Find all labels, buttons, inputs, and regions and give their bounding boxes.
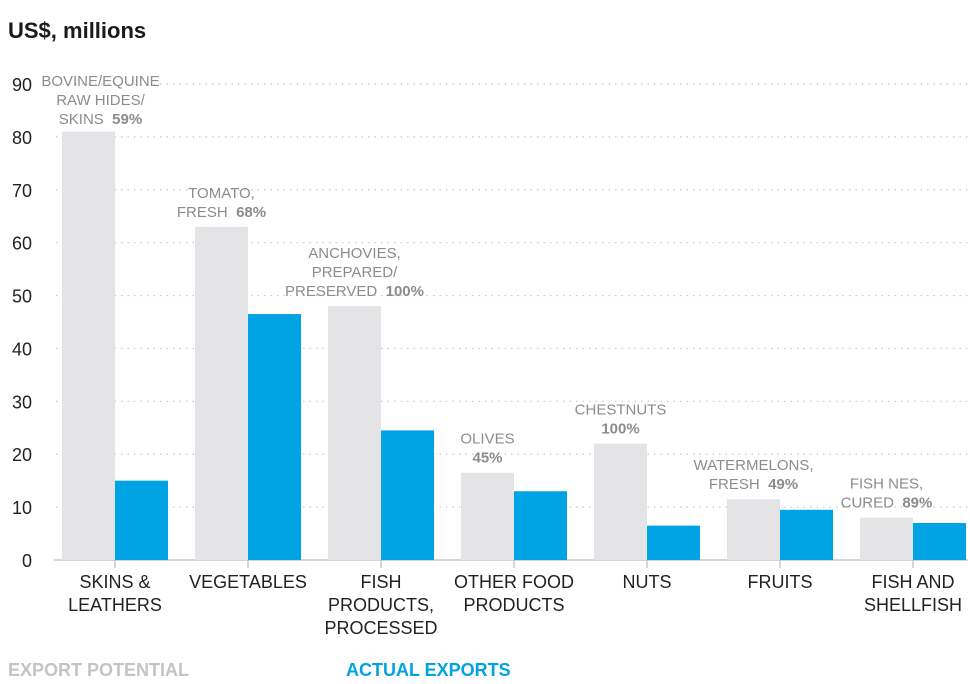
y-tick-label: 40: [12, 339, 32, 359]
bar-export-potential: [860, 517, 913, 560]
bar-actual-exports: [780, 509, 833, 560]
bars: [62, 131, 966, 561]
y-tick-label: 20: [12, 445, 32, 465]
annotation-label: TOMATO, FRESH 68%: [177, 185, 266, 221]
x-axis-categories: SKINS & LEATHERS VEGETABLES FISH PRODUCTS, PR…: [68, 560, 962, 638]
legend: EXPORT POTENTIAL ACTUAL EXPORTS: [8, 660, 511, 680]
legend-actual-exports: ACTUAL EXPORTS: [346, 660, 511, 680]
category-label: FISH PRODUCTS, PROCESSED: [324, 572, 437, 638]
annotation-percentage: 100%: [386, 283, 424, 300]
bar-export-potential: [727, 499, 780, 560]
category-label: NUTS: [623, 572, 672, 592]
bar-actual-exports: [647, 525, 700, 560]
y-axis-ticks: 0 10 20 30 40 50 60 70 80 90: [12, 75, 32, 571]
y-tick-label: 50: [12, 287, 32, 307]
annotation-label: BOVINE/EQUINE RAW HIDES/SKINS 59%: [41, 73, 159, 128]
annotation-percentage: 45%: [472, 450, 502, 467]
bar-actual-exports: [115, 480, 168, 560]
y-tick-label: 90: [12, 75, 32, 95]
bar-actual-exports: [913, 522, 966, 560]
annotation-percentage: 100%: [601, 421, 639, 438]
bar-export-potential: [594, 443, 647, 560]
category-label: SKINS & LEATHERS: [68, 572, 162, 615]
bar-actual-exports: [514, 491, 567, 560]
bar-export-potential: [328, 306, 381, 560]
bar-export-potential: [62, 131, 115, 560]
bar-export-potential: [195, 226, 248, 561]
bar-actual-exports: [381, 430, 434, 560]
annotations: BOVINE/EQUINE RAW HIDES/SKINS 59% TOMATO, F…: [41, 73, 932, 512]
bar-export-potential: [461, 472, 514, 560]
category-label: VEGETABLES: [189, 572, 307, 592]
category-label: FISH AND SHELLFISH: [864, 572, 962, 615]
annotation-percentage: 89%: [902, 495, 932, 512]
y-tick-label: 10: [12, 498, 32, 518]
annotation-percentage: 59%: [112, 111, 142, 128]
y-tick-label: 70: [12, 181, 32, 201]
y-tick-label: 0: [22, 551, 32, 571]
y-tick-label: 80: [12, 128, 32, 148]
category-label: FRUITS: [748, 572, 813, 592]
unit-label: US$, millions: [8, 18, 146, 43]
annotation-label: ANCHOVIES, PREPARED/PRESERVED 100%: [285, 245, 424, 300]
y-tick-label: 60: [12, 234, 32, 254]
legend-export-potential: EXPORT POTENTIAL: [8, 660, 189, 680]
bar-actual-exports: [248, 314, 301, 560]
annotation-label: OLIVES: [460, 431, 514, 448]
category-label: OTHER FOOD PRODUCTS: [454, 572, 574, 615]
annotation-label: FISH NES, CURED 89%: [841, 476, 933, 512]
annotation-label: WATERMELONS, FRESH 49%: [693, 457, 813, 493]
y-tick-label: 30: [12, 392, 32, 412]
annotation-percentage: 49%: [768, 476, 798, 493]
annotation-percentage: 68%: [236, 204, 266, 221]
annotation-label: CHESTNUTS: [575, 402, 667, 419]
